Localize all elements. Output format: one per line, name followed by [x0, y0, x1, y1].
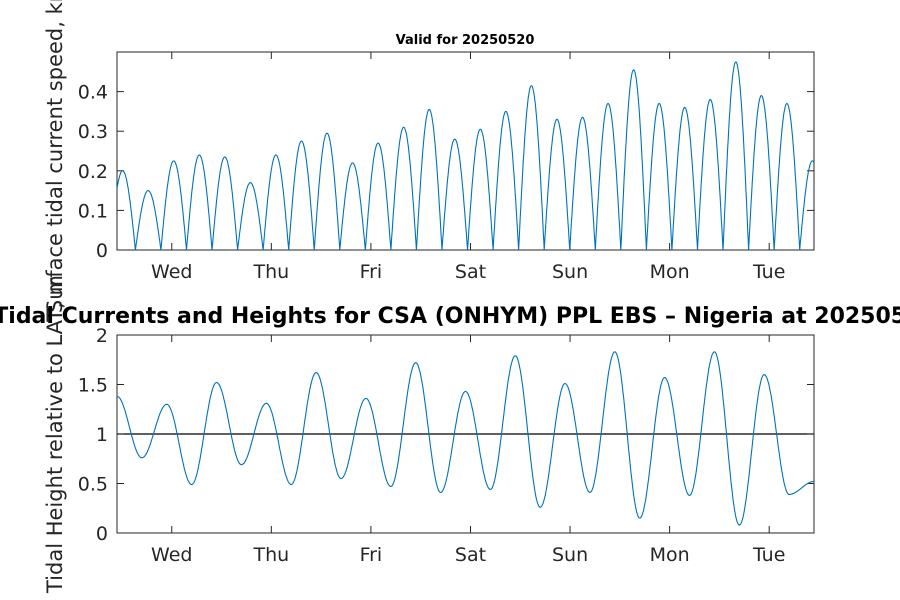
- tidal-height-panel: 0 0.5 1 1.5 2 Wed Thu Fri Sat Sun Mon Tue Tidal He…: [43, 275, 815, 594]
- figure-title: Tidal Currents and Heights for CSA (ONHY…: [0, 304, 900, 329]
- x-tick-label: Thu: [252, 261, 289, 283]
- y-tick-label: 0.3: [78, 121, 108, 143]
- x-tick-label: Tue: [752, 261, 785, 283]
- x-tick-label: Fri: [360, 544, 383, 566]
- y-tick-label: 0.2: [78, 161, 108, 183]
- y-tick-label: 0: [96, 523, 108, 545]
- x-tick-label: Wed: [151, 261, 192, 283]
- current-speed-axes: [116, 51, 815, 251]
- x-tick-label: Fri: [360, 261, 383, 283]
- x-tick-label: Mon: [650, 261, 690, 283]
- y-tick-label: 0.5: [78, 474, 108, 496]
- x-tick-label: Sat: [455, 261, 486, 283]
- x-tick-label: Sun: [552, 261, 588, 283]
- x-tick-label: Mon: [650, 544, 690, 566]
- x-tick-label: Tue: [752, 544, 785, 566]
- y-tick-label: 0.1: [78, 200, 108, 222]
- current-speed-series: [116, 61, 815, 251]
- y-tick-label: 1.5: [78, 375, 108, 397]
- x-tick-label: Sat: [455, 544, 486, 566]
- tidal-height-series: [116, 351, 814, 526]
- y-tick-label: 1: [96, 424, 108, 446]
- y-tick-label: 0.4: [78, 82, 108, 104]
- current-speed-panel: Valid for 20250520 0 0.1 0.2 0.3 0.4 Wed Thu F…: [43, 0, 815, 313]
- current-speed-ylabel: Surface tidal current speed, kn: [43, 0, 67, 313]
- y-tick-label: 0: [96, 240, 108, 262]
- tidal-height-ylabel: Tidal Height relative to LAT, m: [43, 275, 67, 594]
- x-tick-label: Wed: [151, 544, 192, 566]
- x-tick-label: Thu: [252, 544, 289, 566]
- current-speed-title: Valid for 20250520: [396, 33, 535, 48]
- y-tick-label: 2: [96, 325, 108, 347]
- x-tick-label: Sun: [552, 544, 588, 566]
